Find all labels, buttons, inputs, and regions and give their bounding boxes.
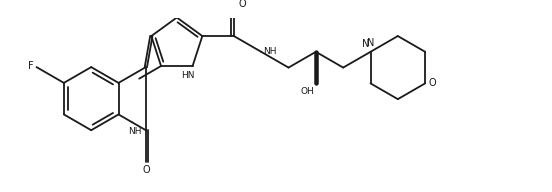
- Text: F: F: [28, 61, 34, 71]
- Text: N: N: [362, 39, 370, 49]
- Text: NH: NH: [128, 127, 142, 136]
- Text: HN: HN: [182, 71, 195, 80]
- Text: O: O: [142, 165, 150, 175]
- Text: OH: OH: [301, 87, 315, 96]
- Text: O: O: [428, 78, 436, 88]
- Text: NH: NH: [263, 47, 277, 56]
- Text: N: N: [367, 38, 374, 48]
- Text: O: O: [238, 0, 246, 9]
